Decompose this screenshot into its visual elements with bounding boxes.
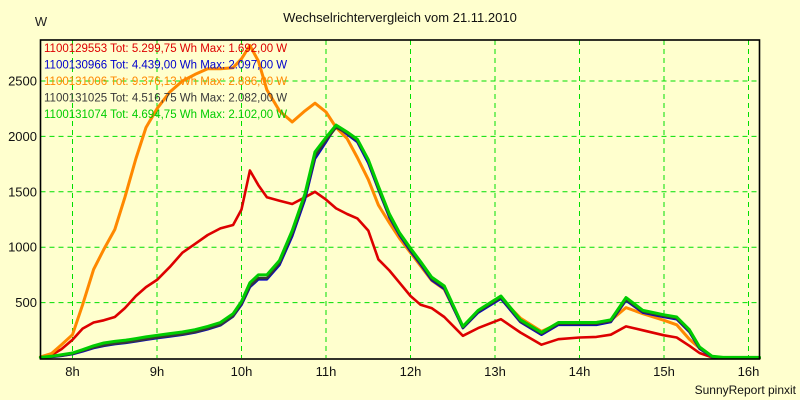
legend-row-1100131074: 1100131074 Tot: 4.694,75 Wh Max: 2.102,0… [44, 109, 287, 121]
y-axis-unit-label: W [35, 14, 48, 29]
x-tick-label: 10h [231, 364, 253, 379]
series-line-1100131074 [38, 123, 761, 359]
legend: 1100129553 Tot: 5.299,75 Wh Max: 1.692,0… [44, 43, 287, 121]
y-tick-label: 1000 [8, 240, 37, 255]
footer-credit: SunnyReport pinxit [695, 383, 797, 397]
axis-labels: 500 1000 1500 2000 2500 8h 9h 10h 11h 12h 13h 14h 15… [8, 74, 759, 380]
series-line-1100131025 [39, 126, 761, 360]
x-tick-label: 12h [400, 364, 422, 379]
legend-row-1100131025: 1100131025 Tot: 4.516,75 Wh Max: 2.082,0… [44, 93, 287, 105]
x-tick-label: 14h [569, 364, 591, 379]
x-tick-label: 9h [150, 364, 164, 379]
y-tick-label: 1500 [8, 184, 37, 199]
x-tick-label: 8h [65, 364, 79, 379]
x-tick-label: 16h [738, 364, 760, 379]
x-tick-label: 13h [484, 364, 506, 379]
y-tick-label: 2500 [8, 74, 37, 89]
legend-row-1100131006: 1100131006 Tot: 9.376,13 Wh Max: 2.886,0… [44, 76, 287, 88]
series-lines [38, 44, 761, 360]
chart-title: Wechselrichtervergleich vom 21.11.2010 [283, 10, 517, 25]
x-tick-label: 11h [316, 364, 337, 379]
y-tick-label: 2000 [8, 129, 37, 144]
x-tick-label: 15h [653, 364, 675, 379]
legend-row-1100129553: 1100129553 Tot: 5.299,75 Wh Max: 1.692,0… [44, 43, 287, 55]
y-tick-label: 500 [15, 295, 37, 310]
series-line-1100130966 [39, 124, 761, 360]
series-line-1100129553 [39, 169, 761, 360]
legend-row-1100130966: 1100130966 Tot: 4.439,00 Wh Max: 2.097,0… [44, 60, 287, 72]
plot-frame [39, 39, 761, 360]
